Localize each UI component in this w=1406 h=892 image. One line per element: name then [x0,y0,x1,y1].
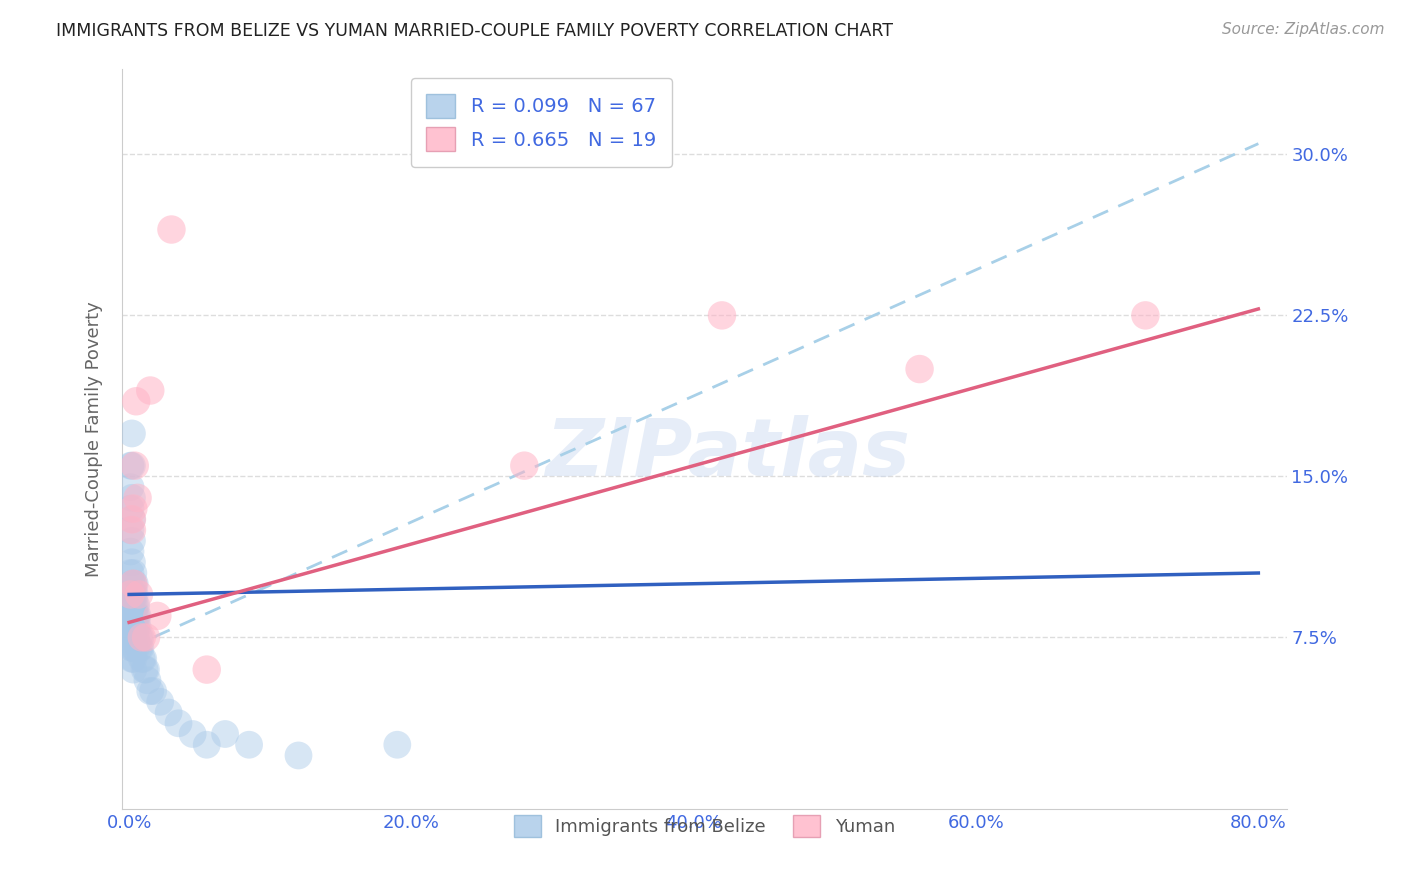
Point [287,748,309,763]
Point [135,631,157,645]
Point [120,544,142,558]
Point [195,738,218,752]
Point [127,609,149,624]
Point [195,663,218,677]
Point [122,652,145,666]
Point [121,512,143,526]
Point [142,684,165,698]
Point [124,576,146,591]
Point [238,738,260,752]
Point [121,609,143,624]
Point [122,663,145,677]
Point [125,598,148,612]
Point [146,609,169,624]
Point [121,652,143,666]
Point [121,598,143,612]
Text: ZIPatlas: ZIPatlas [546,415,910,492]
Point [135,663,157,677]
Point [122,566,145,580]
Point [121,555,143,569]
Point [157,706,180,720]
Point [128,587,150,601]
Point [131,631,153,645]
Point [121,641,143,656]
Point [122,609,145,624]
Point [120,587,142,601]
Point [131,652,153,666]
Point [125,641,148,656]
Point [124,620,146,634]
Point [149,695,172,709]
Point [124,598,146,612]
Point [124,631,146,645]
Point [122,576,145,591]
Point [124,587,146,601]
Point [129,641,152,656]
Point [139,684,162,698]
Point [122,587,145,601]
Point [120,458,142,473]
Text: Source: ZipAtlas.com: Source: ZipAtlas.com [1222,22,1385,37]
Point [121,512,143,526]
Point [167,716,190,731]
Point [513,458,536,473]
Point [120,631,142,645]
Point [124,458,146,473]
Point [128,641,150,656]
Point [128,631,150,645]
Point [120,620,142,634]
Point [125,394,148,409]
Point [160,222,183,236]
Point [1135,309,1157,323]
Point [121,491,143,505]
Point [122,598,145,612]
Point [122,576,145,591]
Point [124,609,146,624]
Point [120,501,142,516]
Point [125,620,148,634]
Point [121,426,143,441]
Point [120,587,142,601]
Point [387,738,409,752]
Point [121,523,143,537]
Point [121,458,143,473]
Point [125,631,148,645]
Point [139,384,162,398]
Point [181,727,204,741]
Y-axis label: Married-Couple Family Poverty: Married-Couple Family Poverty [86,301,103,577]
Point [120,480,142,494]
Point [120,609,142,624]
Text: IMMIGRANTS FROM BELIZE VS YUMAN MARRIED-COUPLE FAMILY POVERTY CORRELATION CHART: IMMIGRANTS FROM BELIZE VS YUMAN MARRIED-… [56,22,893,40]
Point [120,523,142,537]
Point [129,631,152,645]
Point [125,609,148,624]
Point [120,566,142,580]
Point [122,641,145,656]
Point [121,533,143,548]
Point [908,362,931,376]
Point [127,620,149,634]
Point [122,631,145,645]
Point [122,620,145,634]
Point [121,631,143,645]
Legend: Immigrants from Belize, Yuman: Immigrants from Belize, Yuman [506,808,903,845]
Point [121,620,143,634]
Point [122,501,145,516]
Point [124,641,146,656]
Point [214,727,236,741]
Point [132,652,155,666]
Point [127,491,149,505]
Point [710,309,733,323]
Point [121,576,143,591]
Point [134,663,156,677]
Point [136,673,159,688]
